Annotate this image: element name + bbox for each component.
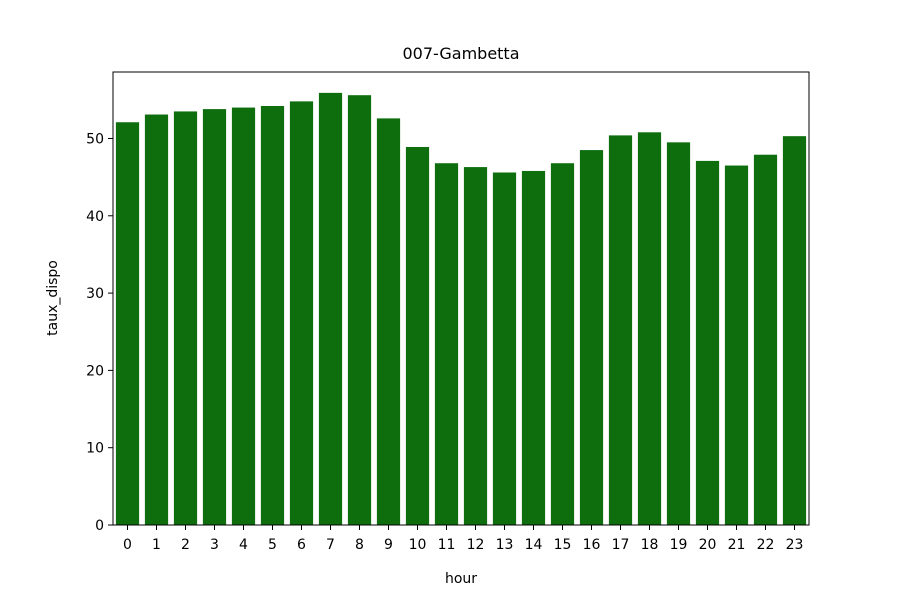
x-tick-label: 8 bbox=[355, 537, 364, 553]
x-tick-label: 5 bbox=[268, 537, 277, 553]
bar-hour-14 bbox=[521, 170, 546, 526]
bar-hour-11 bbox=[434, 163, 459, 525]
x-tick-label: 13 bbox=[496, 537, 514, 553]
y-axis-label: taux_dispo bbox=[45, 260, 61, 336]
x-tick-label: 18 bbox=[641, 537, 659, 553]
x-tick-label: 23 bbox=[786, 537, 804, 553]
bar-hour-2 bbox=[173, 111, 198, 525]
bar-hour-4 bbox=[231, 107, 256, 526]
bar-hour-7 bbox=[318, 92, 343, 526]
x-axis-label: hour bbox=[445, 571, 477, 587]
bar-hour-1 bbox=[144, 114, 169, 526]
x-tick-label: 16 bbox=[583, 537, 601, 553]
x-tick-label: 0 bbox=[123, 537, 132, 553]
bar-hour-3 bbox=[202, 109, 227, 525]
y-axis: 0 10 20 30 40 50 bbox=[86, 131, 113, 534]
y-tick-label: 30 bbox=[86, 286, 104, 302]
x-tick-label: 21 bbox=[728, 537, 746, 553]
bar-hour-16 bbox=[579, 150, 604, 526]
bar-hour-13 bbox=[492, 172, 517, 525]
y-tick-label: 0 bbox=[95, 518, 104, 534]
x-tick-label: 2 bbox=[181, 537, 190, 553]
x-axis: 0 1 2 3 4 5 6 7 8 9 10 11 12 13 14 15 16 17 18 19 20 21 22 23 bbox=[123, 525, 803, 553]
x-tick-label: 14 bbox=[525, 537, 543, 553]
chart-title: 007-Gambetta bbox=[402, 44, 519, 63]
y-tick-label: 10 bbox=[86, 441, 104, 457]
x-tick-label: 10 bbox=[409, 537, 427, 553]
x-tick-label: 7 bbox=[326, 537, 335, 553]
bar-hour-22 bbox=[753, 154, 778, 525]
x-tick-label: 9 bbox=[384, 537, 393, 553]
y-tick-label: 50 bbox=[86, 131, 104, 147]
bar-hour-10 bbox=[405, 146, 430, 526]
x-tick-label: 4 bbox=[239, 537, 248, 553]
x-tick-label: 20 bbox=[699, 537, 717, 553]
y-tick-label: 20 bbox=[86, 363, 104, 379]
plot-frame bbox=[112, 71, 810, 526]
x-tick-label: 1 bbox=[152, 537, 161, 553]
x-tick-label: 11 bbox=[438, 537, 456, 553]
bars-group bbox=[115, 92, 807, 526]
bar-hour-5 bbox=[260, 106, 285, 526]
x-tick-label: 12 bbox=[467, 537, 485, 553]
bar-hour-0 bbox=[115, 122, 140, 525]
x-tick-label: 22 bbox=[757, 537, 775, 553]
y-tick-label: 40 bbox=[86, 209, 104, 225]
bar-hour-19 bbox=[666, 142, 691, 525]
x-tick-label: 3 bbox=[210, 537, 219, 553]
bar-hour-9 bbox=[376, 118, 401, 525]
bar-hour-6 bbox=[289, 101, 314, 525]
x-tick-label: 15 bbox=[554, 537, 572, 553]
bar-hour-18 bbox=[637, 132, 662, 525]
bar-hour-23 bbox=[782, 136, 807, 525]
bar-hour-20 bbox=[695, 160, 720, 525]
bar-hour-21 bbox=[724, 165, 749, 525]
x-tick-label: 6 bbox=[297, 537, 306, 553]
x-tick-label: 19 bbox=[670, 537, 688, 553]
bar-hour-8 bbox=[347, 95, 372, 525]
bar-hour-12 bbox=[463, 167, 488, 525]
bar-hour-17 bbox=[608, 135, 633, 525]
x-tick-label: 17 bbox=[612, 537, 630, 553]
bar-hour-15 bbox=[550, 163, 575, 525]
